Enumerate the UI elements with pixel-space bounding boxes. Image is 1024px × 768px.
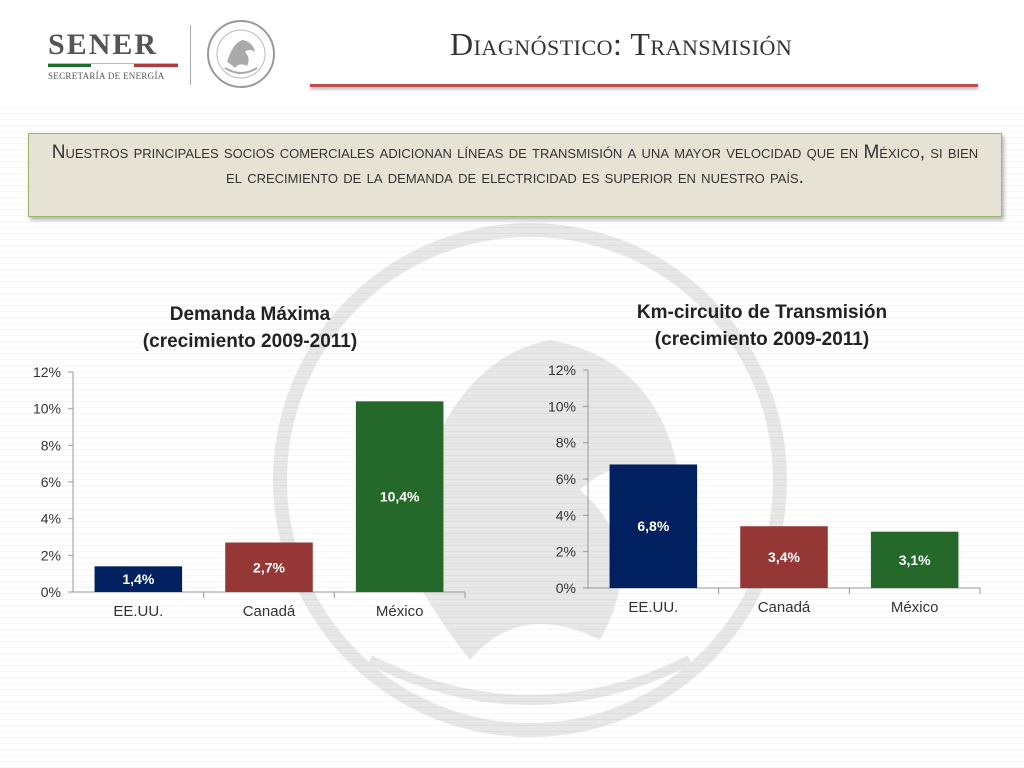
bar-1 xyxy=(94,566,183,592)
y-tick-label: 2% xyxy=(41,547,61,563)
y-tick-label: 6% xyxy=(556,471,576,487)
logo-divider xyxy=(190,25,191,85)
chart-demanda-maxima: Demanda Máxima (crecimiento 2009-2011) 0% 2… xyxy=(33,304,466,620)
y-tick-label: 12% xyxy=(548,362,576,378)
y-tick-label: 4% xyxy=(556,507,576,523)
sener-logo-wordmark: SENER xyxy=(48,28,159,61)
data-label: 10,4% xyxy=(380,489,420,505)
slide-header: SENER SECRETARÍA DE ENERGÍA Diagnóstico:… xyxy=(0,0,1024,105)
sener-logo: SENER SECRETARÍA DE ENERGÍA xyxy=(48,30,178,81)
x-category-label: México xyxy=(376,603,424,620)
bar-1 xyxy=(609,464,698,588)
data-label: 1,4% xyxy=(122,571,154,587)
y-tick-label: 10% xyxy=(33,401,61,417)
y-tick-label: 6% xyxy=(41,474,61,490)
callout-text: Nuestros principales socios comerciales … xyxy=(51,142,979,188)
data-label: 3,1% xyxy=(899,552,931,568)
y-tick-label: 2% xyxy=(556,544,576,560)
data-label: 3,4% xyxy=(768,549,800,565)
chart-title-line: Km-circuito de Transmisión xyxy=(637,302,887,323)
x-category-label: México xyxy=(891,599,939,616)
chart-title-line: Demanda Máxima xyxy=(170,304,331,325)
data-label: 6,8% xyxy=(637,518,669,534)
data-label: 2,7% xyxy=(253,559,285,575)
sener-logo-flag-bar xyxy=(48,63,178,67)
sener-logo-subtitle: SECRETARÍA DE ENERGÍA xyxy=(48,71,165,81)
y-tick-label: 0% xyxy=(556,580,576,596)
y-tick-label: 10% xyxy=(548,398,576,414)
bar-2 xyxy=(225,542,313,592)
chart-title-line: (crecimiento 2009-2011) xyxy=(143,331,357,352)
title-underline xyxy=(310,84,978,87)
chart-title-line: (crecimiento 2009-2011) xyxy=(655,329,869,350)
y-tick-label: 0% xyxy=(41,584,61,600)
x-category-label: EE.UU. xyxy=(113,603,163,620)
coat-of-arms-seal-icon xyxy=(207,20,275,88)
y-tick-label: 8% xyxy=(556,435,576,451)
x-category-label: EE.UU. xyxy=(628,599,678,616)
slide-title: Diagnóstico: Transmisión xyxy=(450,26,793,62)
callout-box: Nuestros principales socios comerciales … xyxy=(28,133,1002,217)
x-category-label: Canadá xyxy=(243,603,296,620)
y-tick-label: 12% xyxy=(33,364,61,380)
y-tick-label: 8% xyxy=(41,437,61,453)
chart-km-circuito-transmision: Km-circuito de Transmisión (crecimiento 2… xyxy=(548,302,981,616)
y-tick-label: 4% xyxy=(41,511,61,527)
bar-3 xyxy=(355,401,444,592)
bar-2 xyxy=(740,526,828,588)
bar-3 xyxy=(870,531,959,588)
x-category-label: Canadá xyxy=(758,599,811,616)
